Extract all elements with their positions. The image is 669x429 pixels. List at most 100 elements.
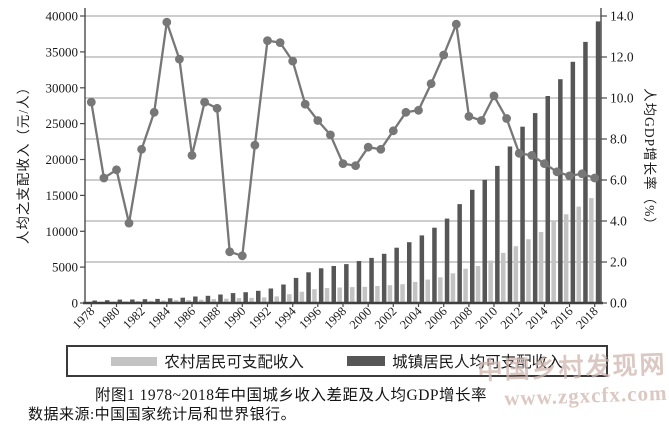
rural-bar xyxy=(337,287,342,303)
x-tick-label: 1994 xyxy=(271,304,299,332)
gdp-marker xyxy=(187,151,197,160)
rural-bar xyxy=(287,294,292,303)
rural-bar xyxy=(438,277,443,303)
x-tick-label: 2002 xyxy=(372,304,400,332)
left-tick-label: 25000 xyxy=(46,116,79,131)
gdp-marker xyxy=(577,169,587,179)
x-tick-label: 2014 xyxy=(523,304,551,332)
right-tick-label: 12.0 xyxy=(610,50,634,65)
gdp-marker xyxy=(590,173,600,183)
rural-bar xyxy=(450,273,456,303)
x-tick-label: 2006 xyxy=(422,304,450,332)
legend-item-urban: 城镇居民人均可支配收入 xyxy=(347,350,563,372)
right-tick-label: 2.0 xyxy=(610,255,627,270)
figure-caption: 附图1 1978~2018年中国城乡收入差距及人均GDP增长率 xyxy=(95,387,488,404)
urban-bar xyxy=(407,242,412,303)
gdp-marker xyxy=(401,107,411,117)
urban-bar xyxy=(570,61,576,303)
rural-bar xyxy=(501,252,506,303)
rural-bar xyxy=(589,198,594,303)
rural-bar xyxy=(513,246,519,303)
x-tick-label: 2016 xyxy=(548,304,576,332)
urban-bar xyxy=(155,298,160,303)
rural-bar xyxy=(488,260,493,303)
left-tick-label: 20000 xyxy=(46,152,79,167)
gdp-marker xyxy=(288,56,298,66)
gdp-marker xyxy=(225,247,235,257)
gdp-marker xyxy=(112,165,121,175)
gdp-marker xyxy=(363,142,373,152)
chart-canvas: 4000035000300002500020000150001000050000… xyxy=(46,8,634,332)
urban-bar xyxy=(281,284,286,303)
urban-bar xyxy=(356,261,362,303)
right-tick-label: 14.0 xyxy=(610,9,634,24)
rural-bar xyxy=(186,300,191,303)
gdp-marker xyxy=(565,171,574,181)
rural-bar xyxy=(425,279,430,303)
urban-bar xyxy=(243,292,248,303)
urban-bar xyxy=(369,257,374,303)
rural-bar xyxy=(362,286,368,303)
gdp-marker xyxy=(388,126,398,136)
urban-bar xyxy=(142,299,148,303)
legend-item-rural: 农村居民可支配收入 xyxy=(111,350,304,372)
rural-bar xyxy=(538,232,544,303)
x-tick-label: 1982 xyxy=(120,304,148,332)
rural-bar xyxy=(576,206,581,303)
urban-bar xyxy=(230,293,236,303)
left-axis-title: 人均之支配收入（元/人） xyxy=(16,79,31,245)
rural-bar xyxy=(312,289,317,303)
rural-swatch-icon xyxy=(111,356,158,366)
legend-label-urban: 城镇居民人均可支配收入 xyxy=(392,354,563,371)
gdp-marker xyxy=(162,17,172,27)
urban-bar xyxy=(218,294,223,303)
watermark-url: www.zgxcfx.com xyxy=(503,380,668,411)
right-axis-title: 人均GDP增长率（%） xyxy=(642,88,657,232)
gdp-marker xyxy=(477,116,486,125)
urban-bar xyxy=(180,297,185,303)
gdp-marker xyxy=(137,144,147,154)
gdp-marker xyxy=(300,99,310,109)
urban-bar xyxy=(595,21,601,304)
x-tick-label: 2000 xyxy=(347,304,375,332)
left-tick-label: 0 xyxy=(72,296,79,311)
gdp-marker xyxy=(200,97,210,107)
rural-bar xyxy=(350,287,355,303)
right-tick-label: 6.0 xyxy=(610,173,627,188)
rural-bar xyxy=(387,285,393,303)
left-tick-label: 40000 xyxy=(46,9,79,24)
urban-bar xyxy=(193,296,198,303)
rural-bar xyxy=(249,297,254,303)
gdp-marker xyxy=(149,107,159,117)
rural-bar xyxy=(400,284,405,303)
urban-bar xyxy=(470,189,475,303)
gdp-marker xyxy=(414,105,423,115)
gdp-marker xyxy=(275,38,285,47)
right-tick-label: 0.0 xyxy=(610,296,627,311)
x-tick-label: 1984 xyxy=(145,304,173,332)
urban-bar xyxy=(306,272,311,303)
gdp-marker xyxy=(451,19,461,29)
x-tick-label: 1996 xyxy=(296,304,324,332)
rural-bar xyxy=(463,268,468,303)
right-tick-label: 4.0 xyxy=(610,214,627,229)
urban-bar xyxy=(545,96,550,303)
rural-bar xyxy=(299,291,305,303)
x-tick-label: 1986 xyxy=(171,304,199,332)
gdp-marker xyxy=(351,161,360,171)
data-source-note: 数据来源:中国国家统计局和世界银行。 xyxy=(28,407,297,423)
gdp-marker xyxy=(540,159,549,169)
gdp-marker xyxy=(338,159,348,169)
rural-bar xyxy=(261,297,267,303)
gdp-marker xyxy=(263,36,272,45)
rural-bar xyxy=(526,239,531,303)
gdp-marker xyxy=(124,218,134,228)
rural-bar xyxy=(475,266,481,303)
urban-bar xyxy=(558,79,563,303)
rural-bar xyxy=(324,288,330,303)
x-tick-label: 2004 xyxy=(397,304,425,332)
urban-bar xyxy=(457,204,462,303)
x-tick-label: 2010 xyxy=(473,304,501,332)
rural-bar xyxy=(224,298,229,303)
x-tick-label: 1988 xyxy=(196,304,224,332)
